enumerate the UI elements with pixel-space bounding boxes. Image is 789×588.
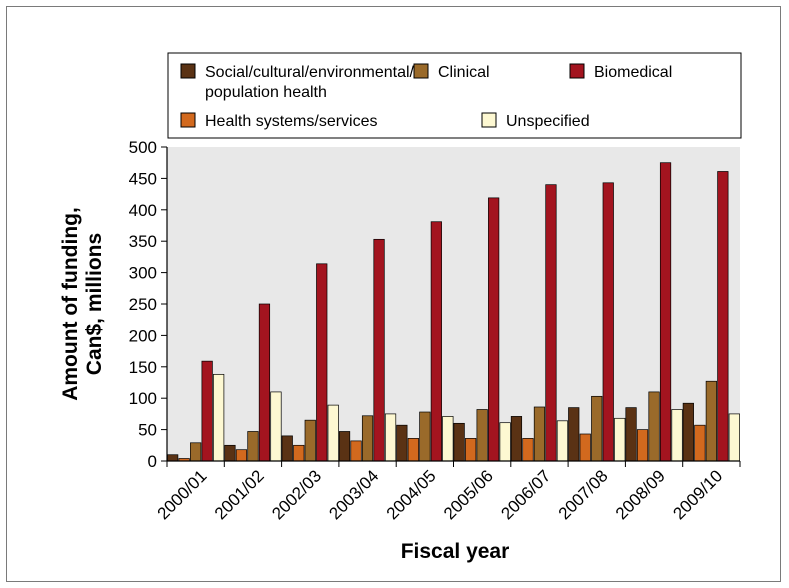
bar (579, 433, 591, 462)
y-tick-label: 200 (129, 326, 157, 345)
bar (167, 454, 179, 462)
legend-swatch (413, 63, 429, 79)
bar (270, 391, 282, 462)
y-tick-label: 150 (129, 358, 157, 377)
x-tick-label: 2000/01 (154, 466, 211, 523)
bar (533, 406, 546, 462)
legend-label: Unspecified (506, 113, 590, 130)
y-tick-label: 50 (138, 421, 157, 440)
bar (476, 409, 488, 462)
legend-swatch (180, 63, 196, 79)
figure-frame (6, 6, 781, 582)
bar (636, 429, 649, 462)
y-tick-label: 450 (129, 169, 157, 188)
legend-swatch (180, 112, 196, 128)
bars (167, 162, 740, 462)
bar (694, 424, 706, 462)
bar (407, 438, 419, 462)
bar (659, 162, 672, 462)
bar (465, 438, 477, 462)
y-tick-label: 100 (129, 389, 157, 408)
bar (625, 407, 637, 462)
legend-swatch (481, 112, 497, 128)
bar (648, 391, 660, 462)
bar (488, 197, 500, 462)
y-axis-title-line-2: Can$, millions (83, 233, 106, 375)
x-axis-title: Fiscal year (401, 540, 510, 563)
x-tick-label: 2005/06 (440, 466, 497, 523)
bar (327, 404, 339, 462)
bar (304, 419, 316, 462)
legend: Social/cultural/environmental/population… (167, 52, 742, 139)
bar (602, 182, 614, 462)
bar (190, 442, 202, 462)
x-tick-label: 2009/10 (669, 466, 726, 523)
bar (545, 184, 557, 462)
bar (510, 416, 523, 462)
bar (522, 438, 534, 462)
y-tick-label: 500 (129, 138, 157, 157)
bar (591, 395, 603, 462)
legend-box (167, 52, 742, 139)
x-axis: 2000/01 2001/02 2002/03 2003/04 2004/05 2005/… (154, 460, 741, 523)
bar (556, 420, 569, 462)
bar (568, 407, 580, 462)
bar (717, 171, 729, 462)
legend-label: Health systems/services (205, 113, 378, 130)
x-tick-label: 2002/03 (268, 466, 325, 523)
bar (499, 422, 511, 462)
bar (442, 416, 454, 462)
bar (373, 238, 385, 462)
x-tick-label: 2007/08 (555, 466, 612, 523)
y-axis-title-line-1: Amount of funding, (59, 207, 82, 401)
bar (235, 449, 248, 462)
bar (396, 424, 408, 462)
bar (201, 360, 213, 462)
bar (453, 422, 465, 462)
x-tick-label: 2006/07 (497, 466, 554, 523)
bar (728, 413, 740, 462)
bar (419, 411, 431, 462)
bar (361, 415, 374, 462)
bar (682, 402, 694, 462)
legend-label: Clinical (438, 64, 490, 81)
legend-label: Social/cultural/environmental/ (205, 64, 415, 81)
legend-swatch (569, 63, 585, 79)
bar (213, 373, 225, 462)
y-tick-label: 350 (129, 232, 157, 251)
bar (281, 435, 293, 462)
x-tick-label: 2001/02 (211, 466, 268, 523)
bar (350, 440, 362, 462)
x-tick-label: 2008/09 (612, 466, 669, 523)
y-tick-label: 0 (148, 452, 157, 471)
bar (224, 444, 236, 462)
y-tick-label: 400 (129, 201, 157, 220)
bar (293, 444, 305, 462)
y-tick-label: 250 (129, 295, 157, 314)
bar (338, 431, 351, 462)
bar (705, 380, 717, 462)
y-tick-label: 300 (129, 264, 157, 283)
bar (384, 413, 397, 462)
bar (430, 221, 442, 462)
bar (614, 417, 626, 462)
x-tick-label: 2003/04 (325, 466, 382, 523)
bar (316, 263, 328, 462)
y-axis: 0 50 100 150 200 250 300 350 400 450 500 (129, 138, 168, 471)
bar (247, 431, 259, 462)
bar (671, 409, 683, 462)
x-tick-label: 2004/05 (383, 466, 440, 523)
bar (258, 303, 271, 462)
legend-label: population health (205, 84, 327, 101)
legend-label: Biomedical (594, 64, 672, 81)
